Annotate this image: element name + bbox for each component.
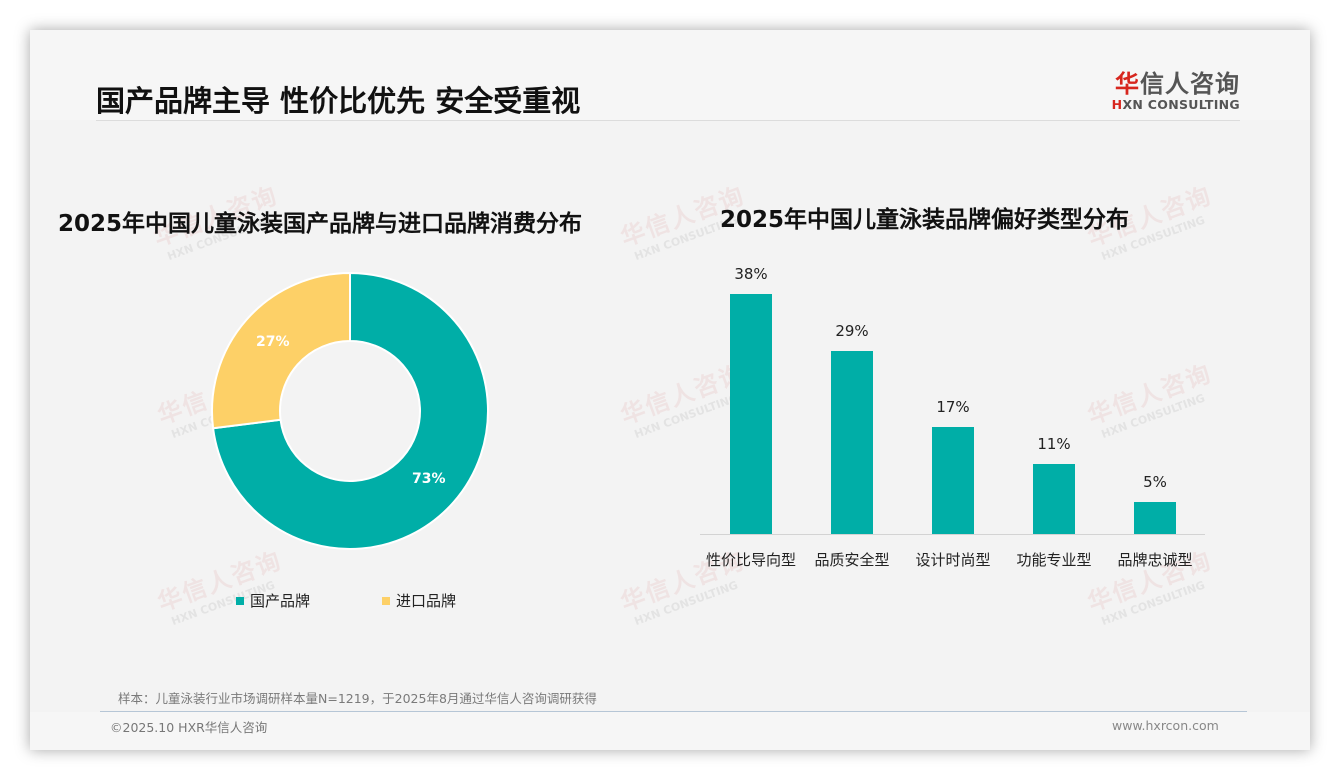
- bar-value-label: 11%: [1037, 435, 1071, 454]
- x-axis-line: [700, 534, 1205, 535]
- donut-segments: [211, 271, 489, 550]
- logo-chinese: 华信人咨询: [1115, 70, 1240, 98]
- header-divider: [96, 120, 1240, 121]
- donut-label-domestic: 73%: [412, 471, 446, 487]
- donut-segment-0: [211, 271, 489, 550]
- page-title: 国产品牌主导 性价比优先 安全受重视: [96, 84, 581, 118]
- header-band: [30, 30, 1310, 120]
- x-axis-category-label: 品质安全型: [814, 551, 890, 569]
- bar-value-label: 5%: [1143, 473, 1167, 492]
- footer-band: [30, 712, 1310, 750]
- donut-chart-title: 2025年中国儿童泳装国产品牌与进口品牌消费分布: [58, 211, 583, 237]
- copyright-text: ©2025.10 HXR华信人咨询: [110, 720, 268, 735]
- x-axis-category-label: 品牌忠诚型: [1117, 551, 1193, 569]
- legend-item-domestic: 国产品牌: [236, 590, 310, 611]
- bar-4: [1134, 502, 1176, 534]
- footer-divider: [100, 711, 1247, 712]
- bar-2: [932, 426, 974, 534]
- logo-english: HXN CONSULTING: [1111, 97, 1240, 112]
- donut-chart: [211, 271, 489, 550]
- bar-0: [730, 293, 772, 534]
- bar-1: [831, 350, 873, 534]
- bar-chart-title: 2025年中国儿童泳装品牌偏好类型分布: [720, 207, 1130, 233]
- x-axis-category-label: 功能专业型: [1016, 551, 1092, 569]
- donut-label-imported: 27%: [256, 334, 290, 350]
- sample-note: 样本：儿童泳装行业市场调研样本量N=1219，于2025年8月通过华信人咨询调研…: [118, 691, 597, 706]
- legend-swatch-yellow: [382, 596, 390, 605]
- legend-item-imported: 进口品牌: [382, 590, 456, 611]
- slide: 国产品牌主导 性价比优先 安全受重视 华信人咨询 HXN CONSULTING …: [30, 30, 1310, 750]
- company-logo: 华信人咨询 HXN CONSULTING: [1110, 64, 1240, 112]
- legend-swatch-teal: [236, 596, 244, 605]
- x-axis-category-label: 性价比导向型: [705, 551, 796, 569]
- x-axis-category-label: 设计时尚型: [915, 551, 991, 569]
- bar-value-label: 29%: [835, 321, 869, 340]
- bar-value-label: 38%: [734, 264, 768, 283]
- donut-segment-1: [211, 271, 351, 430]
- bar-value-label: 17%: [936, 397, 970, 416]
- website-link[interactable]: www.hxrcon.com: [1112, 718, 1219, 733]
- bar-3: [1033, 464, 1075, 534]
